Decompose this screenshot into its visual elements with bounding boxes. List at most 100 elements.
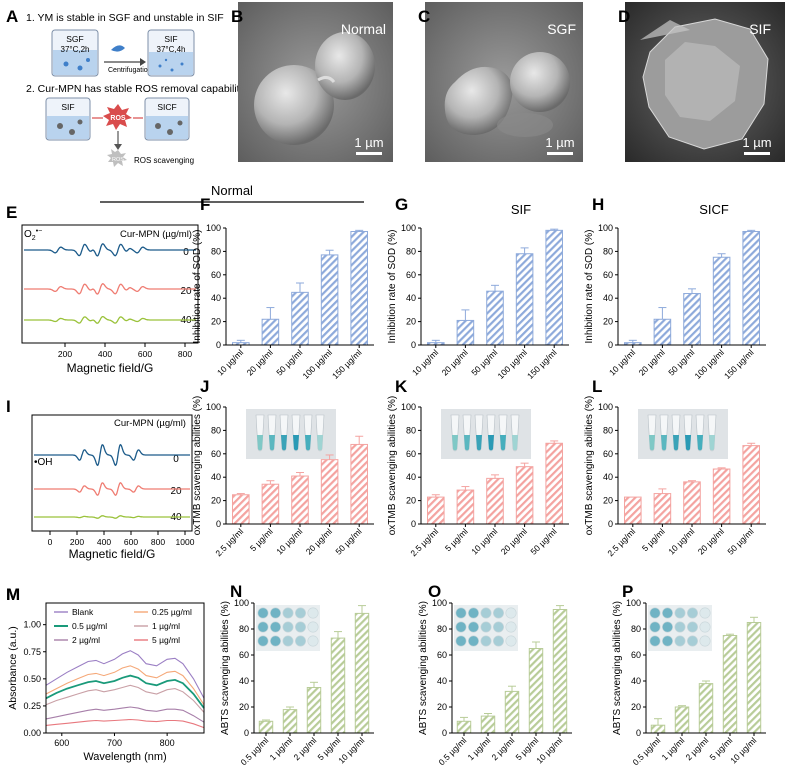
y-tick-label: 40 — [239, 676, 249, 686]
well-icon — [699, 607, 711, 619]
bar — [515, 466, 534, 525]
x-tick-label: 700 — [107, 738, 122, 748]
tube-liquid — [488, 435, 494, 451]
x-tick-label: 800 — [160, 738, 175, 748]
well-icon — [674, 635, 686, 647]
radical-label-i: •OH — [34, 457, 53, 468]
well-icon — [467, 607, 479, 619]
well-icon — [282, 621, 294, 633]
tube-liquid — [673, 435, 679, 451]
x-tick-label: 50 µg/ml — [528, 526, 558, 556]
sem-b-condition: Normal — [341, 21, 386, 37]
tube-photo-inset — [638, 409, 728, 459]
radical-sup: •− — [36, 228, 43, 235]
well-icon — [505, 635, 517, 647]
well-icon — [307, 607, 319, 619]
group-header-sicf: SICF — [699, 202, 729, 217]
well-icon — [467, 621, 479, 633]
esr-trace-40 — [34, 515, 190, 519]
esr-conc-i-1: 20 — [170, 486, 182, 497]
chart-m: M Blank 0.25 µg/ml 0.5 µg/ml 1 µg/ml 2 µg/ml 5… — [6, 585, 205, 763]
esr-conc-e-0: 0 — [183, 247, 189, 258]
bar — [258, 720, 274, 734]
esr-xaxis: 200 400 600 800 Magnetic field/G — [58, 343, 192, 375]
x-axis-label: Wavelength (nm) — [83, 751, 166, 763]
bar — [712, 468, 731, 525]
x-tick-label: 1 µg/ml — [268, 735, 295, 762]
esr-xtick: 400 — [97, 537, 111, 547]
esr-xlabel: Magnetic field/G — [67, 361, 154, 375]
y-tick-label: 100 — [626, 598, 641, 608]
bar — [350, 231, 368, 346]
bar — [545, 442, 563, 525]
tube-liquid — [512, 435, 518, 451]
well-plate-inset — [454, 605, 518, 651]
y-tick-label: 1.00 — [23, 620, 41, 630]
well-icon — [686, 607, 698, 619]
tube-liquid — [452, 435, 458, 451]
well-icon — [492, 635, 504, 647]
radical-sub: 2 — [32, 235, 36, 242]
well-icon — [307, 621, 319, 633]
esr-xtick: 600 — [124, 537, 138, 547]
x-tick-label: 150 µg/ml — [722, 347, 756, 381]
esr-xtick: 1000 — [176, 537, 195, 547]
tube-liquid — [257, 435, 263, 451]
y-tick-label: 60 — [603, 270, 613, 280]
y-tick-label: 0 — [411, 519, 416, 529]
y-tick-label: 100 — [401, 223, 416, 233]
well-icon — [649, 635, 661, 647]
beaker-sgf-condition: 37°C,2h — [61, 45, 90, 54]
bar — [486, 290, 504, 346]
y-tick-label: 60 — [239, 650, 249, 660]
panel-letter-e: E — [6, 203, 17, 222]
schematic-step1: 1. YM is stable in SGF and unstable in S… — [26, 12, 224, 24]
scale-bar — [744, 152, 770, 155]
tube-liquid — [281, 435, 287, 451]
y-tick-label: 0.75 — [23, 647, 41, 657]
y-axis-label: Inhibition rate of SOD (%) — [387, 230, 398, 344]
well-icon — [257, 635, 269, 647]
esr-frame — [31, 414, 193, 532]
y-axis-label: Inhibition rate of SOD (%) — [192, 230, 203, 344]
bar — [742, 231, 760, 346]
series-line — [45, 718, 205, 729]
ros-burst-icon — [103, 104, 132, 130]
well-icon — [686, 635, 698, 647]
y-tick-label: 100 — [206, 223, 221, 233]
well-icon — [257, 607, 269, 619]
esr-xtick: 600 — [138, 349, 152, 359]
y-tick-label: 80 — [239, 624, 249, 634]
bar — [698, 683, 714, 734]
x-tick-label: 600 — [54, 738, 69, 748]
series-line — [45, 674, 205, 709]
y-tick-label: 40 — [603, 293, 613, 303]
bar — [330, 637, 346, 734]
esr-xtick: 200 — [70, 537, 84, 547]
series-line — [45, 665, 205, 706]
y-tick-label: 80 — [603, 425, 613, 435]
panel-letter-n: N — [230, 582, 242, 601]
y-tick-label: 40 — [437, 676, 447, 686]
y-tick-label: 80 — [406, 246, 416, 256]
bar — [261, 483, 280, 525]
legend-entry: 0.25 µg/ml — [152, 607, 192, 617]
y-tick-label: 60 — [211, 449, 221, 459]
y-tick-label: 100 — [598, 402, 613, 412]
y-tick-label: 20 — [603, 317, 613, 327]
schematic-step2: 2. Cur-MPN has stable ROS removal capabi… — [26, 83, 246, 95]
x-tick-label: 10 µg/ml — [215, 347, 245, 377]
radical-label-e: O2•− — [24, 228, 42, 242]
x-tick-label: 2 µg/ml — [292, 735, 319, 762]
beaker-sif2-label: SIF — [61, 102, 74, 112]
y-axis-label: ABTS scavenging abilities (%) — [220, 601, 231, 735]
x-tick-label: 10 µg/ml — [728, 735, 758, 765]
bar — [320, 459, 339, 525]
x-tick-label: 5 µg/ml — [248, 526, 275, 553]
panel-letter-f: F — [200, 195, 210, 214]
bar — [306, 687, 322, 734]
